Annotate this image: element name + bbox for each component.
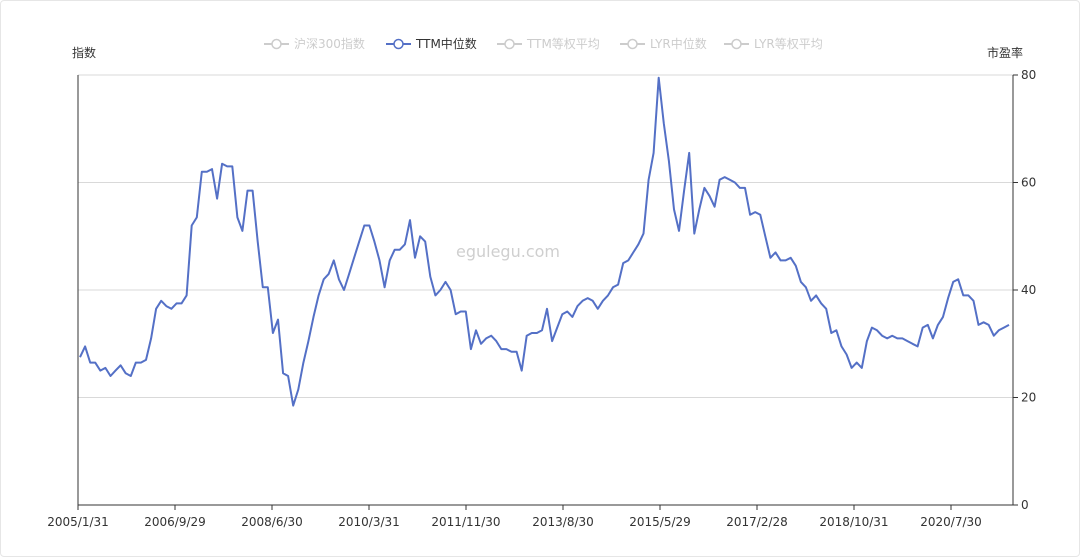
legend-marker-icon xyxy=(393,38,404,50)
gridlines xyxy=(78,74,1013,398)
y-axis-left-label: 指数 xyxy=(72,45,96,60)
x-tick-label: 2018/10/31 xyxy=(819,515,888,529)
legend-label: 沪深300指数 xyxy=(294,36,365,51)
x-tick-label: 2010/3/31 xyxy=(338,515,400,529)
x-tick-label: 2008/6/30 xyxy=(241,515,303,529)
legend-marker-icon xyxy=(731,38,742,50)
x-tick-label: 2020/7/30 xyxy=(920,515,982,529)
x-tick-label: 2011/11/30 xyxy=(431,515,500,529)
x-tick-label: 2015/5/29 xyxy=(629,515,691,529)
legend-marker-icon xyxy=(504,38,515,50)
legend-item[interactable]: 沪深300指数 xyxy=(264,36,365,51)
x-ticks: 2005/1/31 2006/9/29 2008/6/30 2010/3/31 2011… xyxy=(47,505,982,529)
legend[interactable]: 沪深300指数 TTM中位数 TTM等权平均 LYR中位数 LYR等权平均 xyxy=(264,36,823,51)
legend-label: LYR等权平均 xyxy=(754,37,823,51)
x-tick-label: 2006/9/29 xyxy=(144,515,206,529)
y-axis-right-label: 市盈率 xyxy=(987,45,1023,60)
legend-marker-icon xyxy=(271,38,282,50)
x-tick-label: 2013/8/30 xyxy=(532,515,594,529)
legend-item[interactable]: TTM等权平均 xyxy=(497,37,600,51)
watermark: egulegu.com xyxy=(456,242,560,261)
legend-label: LYR中位数 xyxy=(650,36,707,51)
legend-marker-icon xyxy=(627,38,638,50)
legend-label: TTM等权平均 xyxy=(526,37,600,51)
x-tick-label: 2005/1/31 xyxy=(47,515,109,529)
legend-label: TTM中位数 xyxy=(415,36,477,51)
y-tick-label: 20 xyxy=(1021,391,1036,405)
series-line-ttm-median xyxy=(79,76,1010,407)
legend-item[interactable]: LYR等权平均 xyxy=(724,37,823,51)
y-ticks: 0 20 40 60 80 xyxy=(1013,68,1036,512)
y-tick-label: 60 xyxy=(1021,176,1036,190)
series-group xyxy=(79,76,1010,407)
y-tick-label: 40 xyxy=(1021,283,1036,297)
y-tick-label: 80 xyxy=(1021,68,1036,82)
y-tick-label: 0 xyxy=(1021,498,1029,512)
x-tick-label: 2017/2/28 xyxy=(726,515,788,529)
legend-item[interactable]: LYR中位数 xyxy=(620,36,707,51)
legend-item[interactable]: TTM中位数 xyxy=(386,36,477,51)
